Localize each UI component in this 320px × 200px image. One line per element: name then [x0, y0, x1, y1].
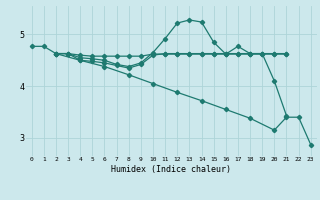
X-axis label: Humidex (Indice chaleur): Humidex (Indice chaleur)	[111, 165, 231, 174]
